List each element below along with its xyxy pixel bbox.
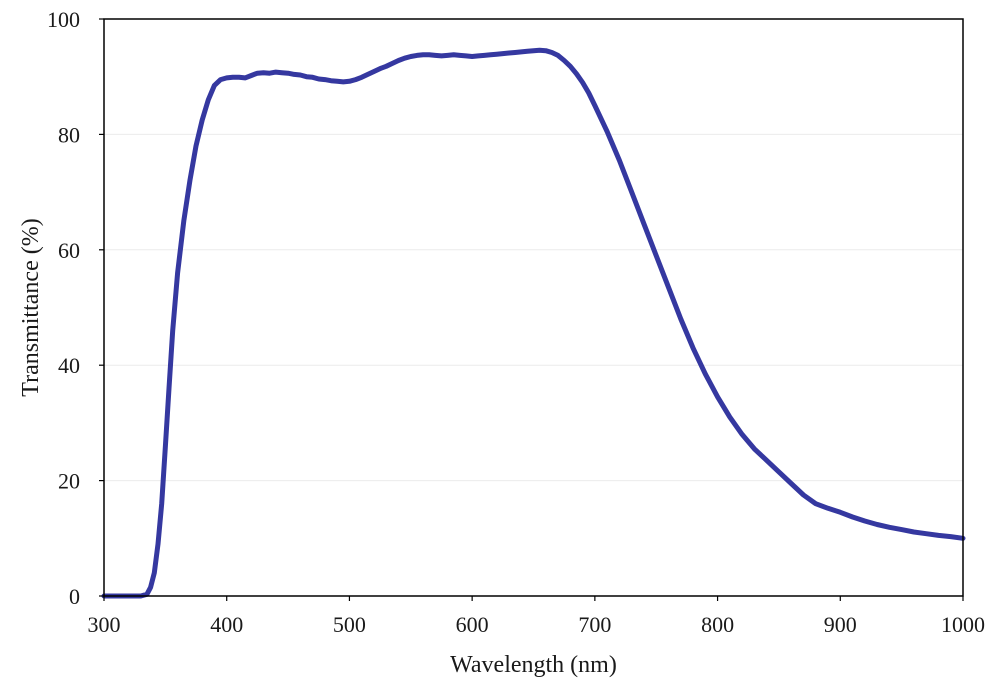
transmittance-line <box>101 47 966 599</box>
x-tick-label-1000: 1000 <box>941 612 985 637</box>
x-tick-label-900: 900 <box>824 612 857 637</box>
y-tick-label-0: 0 <box>69 584 80 609</box>
x-tick-label-400: 400 <box>210 612 243 637</box>
y-tick-label-80: 80 <box>58 122 80 147</box>
grid-lines <box>104 133 963 482</box>
x-tick-label-800: 800 <box>701 612 734 637</box>
x-tick-label-600: 600 <box>456 612 489 637</box>
y-axis-title: Transmittance (%) <box>18 218 44 396</box>
y-tick-label-100: 100 <box>47 7 80 32</box>
axis-ticks: 300 400 500 600 700 800 900 1000 0 20 40 60 80 100 <box>47 7 985 637</box>
x-tick-label-700: 700 <box>578 612 611 637</box>
y-tick-label-20: 20 <box>58 469 80 494</box>
y-tick-label-40: 40 <box>58 353 80 378</box>
x-tick-label-500: 500 <box>333 612 366 637</box>
y-tick-label-60: 60 <box>58 238 80 263</box>
x-axis-title: Wavelength (nm) <box>450 652 617 678</box>
x-tick-label-300: 300 <box>88 612 121 637</box>
plot-frame <box>103 18 964 597</box>
